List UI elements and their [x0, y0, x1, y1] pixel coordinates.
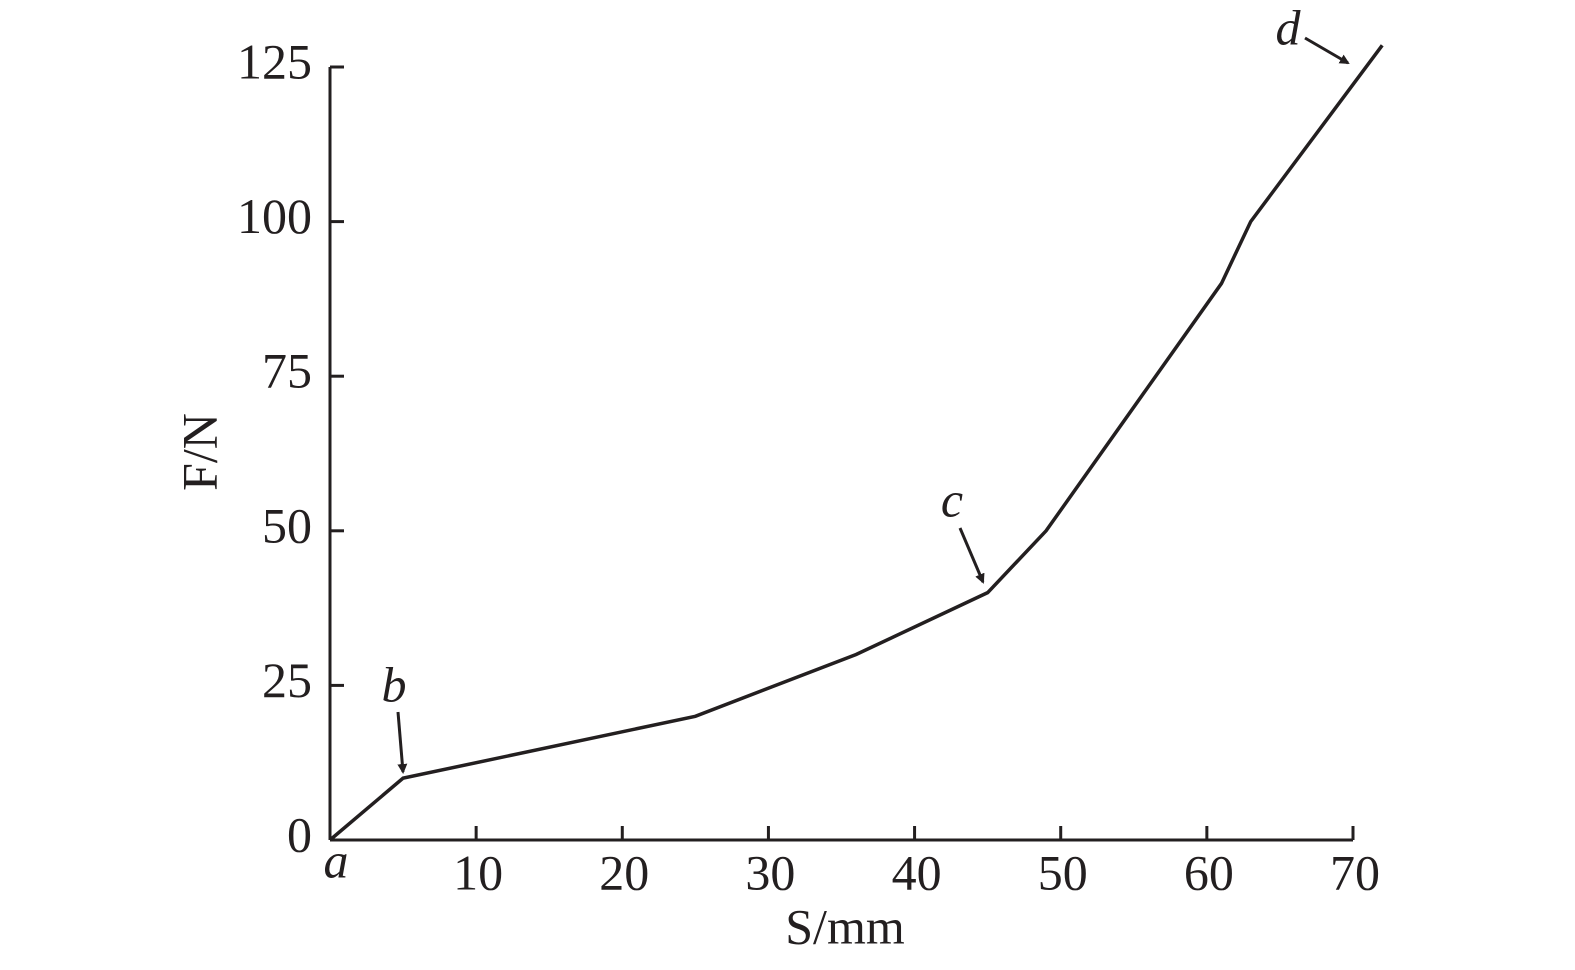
x-tick-label: 70: [1330, 844, 1380, 900]
y-axis-label: F/N: [171, 413, 227, 491]
y-tick-label: 125: [237, 33, 312, 89]
annotation-arrow: [958, 527, 985, 584]
x-tick-label: 20: [599, 844, 649, 900]
x-tick-label: 10: [453, 844, 503, 900]
y-tick-label: 25: [262, 652, 312, 708]
annotation: d: [1276, 0, 1302, 55]
annotation: b: [382, 656, 407, 712]
y-tick-label: 0: [287, 806, 312, 862]
annotation-arrow: [1304, 36, 1350, 65]
x-tick-label: 40: [892, 844, 942, 900]
x-tick-label: 50: [1038, 844, 1088, 900]
y-tick-label: 100: [237, 188, 312, 244]
y-tick-label: 50: [262, 497, 312, 553]
annotation-arrow: [396, 711, 408, 774]
annotation: a: [324, 832, 349, 888]
y-tick-label: 75: [262, 343, 312, 399]
x-axis-label: S/mm: [785, 898, 905, 954]
x-tick-label: 30: [745, 844, 795, 900]
data-line: [328, 44, 1384, 842]
annotation: c: [941, 471, 963, 527]
x-tick-label: 60: [1184, 844, 1234, 900]
